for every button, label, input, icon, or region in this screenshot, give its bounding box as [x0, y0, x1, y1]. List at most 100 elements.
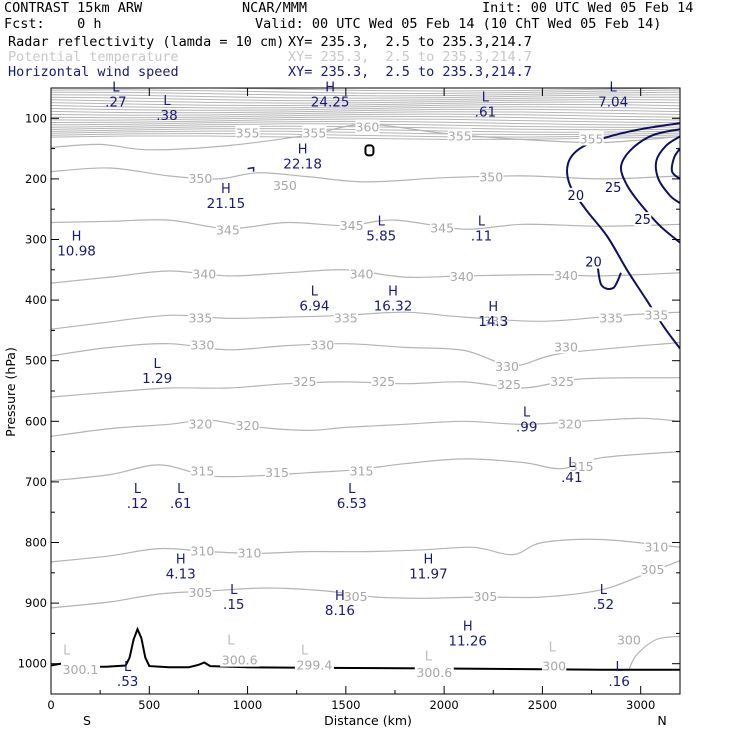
y-tick-label: 100 [25, 111, 47, 125]
theta-label: 320 [188, 416, 212, 431]
y-tick-label: 400 [25, 293, 47, 307]
theta-label: 299.4 [296, 658, 332, 673]
wind-extremum-value: .12 [127, 496, 148, 512]
theta-band-line [51, 106, 680, 111]
theta-contour-350 [51, 167, 680, 183]
theta-label: 315 [190, 464, 214, 479]
theta-contour-300 [628, 635, 680, 671]
field-xy-theta: XY= 235.3, 2.5 to 235.3,214.7 [288, 49, 532, 65]
x-tick-label: 2000 [429, 698, 458, 712]
wind-extremum-value: 10.98 [57, 244, 96, 260]
theta-label-bg [579, 131, 604, 146]
x-tick-label: 2500 [528, 698, 557, 712]
x-tick-label: 500 [138, 698, 160, 712]
theta-label-bg [215, 222, 241, 237]
y-tick-label: 900 [25, 596, 47, 610]
theta-label: 345 [340, 218, 364, 233]
theta-label: 305 [641, 562, 665, 577]
theta-label: 350 [273, 178, 297, 193]
wind-extremum-value: .52 [593, 597, 614, 613]
theta-band-line [51, 89, 680, 94]
theta-label-bg [553, 267, 579, 282]
theta-band-line [51, 135, 680, 140]
theta-label-bg [60, 661, 100, 676]
theta-label: 350 [479, 170, 503, 185]
theta-label-bg [264, 464, 290, 479]
theta-label: 355 [448, 128, 472, 143]
wind-extremum-value: .41 [561, 470, 582, 486]
wind-extremum-value: 7.04 [598, 95, 628, 111]
theta-label-bg [310, 337, 335, 352]
theta-label-bg [599, 310, 624, 325]
theta-label: 360 [356, 119, 380, 134]
y-tick-label: 500 [25, 354, 47, 368]
theta-label: 340 [450, 269, 474, 284]
y-tick-label: 600 [25, 414, 47, 428]
theta-label: 330 [310, 338, 334, 353]
theta-label-bg [644, 539, 669, 554]
theta-label-bg [302, 125, 327, 140]
x-tick-label: 3000 [626, 698, 655, 712]
y-tick-label: 700 [25, 475, 47, 489]
wind-low-marker: L [177, 482, 185, 497]
theta-label-bg [494, 358, 520, 373]
theta-label-bg [349, 463, 374, 478]
theta-label-bg [188, 584, 213, 599]
valid-time: Valid: 00 UTC Wed 05 Feb 14 (10 ChT Wed … [255, 16, 662, 32]
theta-label: 305 [344, 589, 368, 604]
theta-label: 300 [617, 633, 641, 648]
theta-band-line [51, 108, 680, 114]
wind-extremum-value: .16 [608, 674, 629, 690]
wind-extremum-value: 16.32 [374, 298, 413, 314]
wind-contour-25 [619, 128, 680, 244]
theta-label: 330 [554, 339, 578, 354]
y-tick-label: 800 [25, 536, 47, 550]
x-axis-north-label: N [657, 713, 666, 728]
theta-label: 305 [473, 589, 497, 604]
theta-label-bg [220, 652, 260, 667]
theta-label: 345 [430, 221, 454, 236]
theta-label-bg [190, 337, 215, 352]
theta-band-line [51, 101, 680, 107]
model-title: CONTRAST 15km ARW [4, 0, 143, 16]
wind-extremum-value: 24.25 [311, 95, 350, 111]
wind-label-bg [634, 212, 652, 227]
theta-label-bg [473, 589, 498, 604]
theta-label-bg [190, 463, 215, 478]
theta-band-line [51, 113, 680, 119]
theta-label: 335 [644, 307, 668, 322]
wind-high-marker: H [72, 230, 82, 245]
theta-label-bg [190, 543, 215, 558]
theta-band-line [51, 94, 680, 99]
wind-high-marker: H [488, 300, 498, 315]
wind-contour-30 [654, 135, 680, 204]
wind-extremum-value: .11 [471, 229, 492, 245]
field-label-theta: Potential temperature [8, 49, 179, 65]
theta-label: 310 [238, 545, 262, 560]
theta-label-bg [192, 266, 217, 281]
wind-extremum-value: 8.16 [325, 603, 355, 619]
theta-band-line [51, 132, 680, 138]
wind-extremum-value: .27 [105, 95, 126, 111]
theta-label-bg [414, 664, 454, 679]
wind-low-marker: L [348, 482, 356, 497]
wind-low-marker: L [124, 660, 132, 675]
x-axis-label: Distance (km) [324, 713, 412, 728]
theta-contour-325 [51, 377, 680, 398]
theta-contour-305 [51, 560, 680, 609]
wind-high-marker: H [424, 553, 434, 568]
wind-extremum-value: 6.94 [299, 298, 329, 314]
theta-label-bg [235, 125, 260, 140]
theta-label-bg [640, 561, 665, 576]
theta-label: 345 [216, 222, 240, 237]
wind-label-bg [604, 179, 622, 194]
axes: 100 200 300 400 500 600 700 800 900 1000 0 500 1000 1… [18, 88, 680, 712]
theta-band-line [51, 91, 680, 97]
wind-extremum-value: 11.26 [448, 633, 487, 649]
theta-contour-330 [51, 341, 680, 367]
theta-label: 305 [188, 585, 212, 600]
theta-label: 300.6 [222, 653, 258, 668]
x-tick-label: 1000 [233, 698, 262, 712]
